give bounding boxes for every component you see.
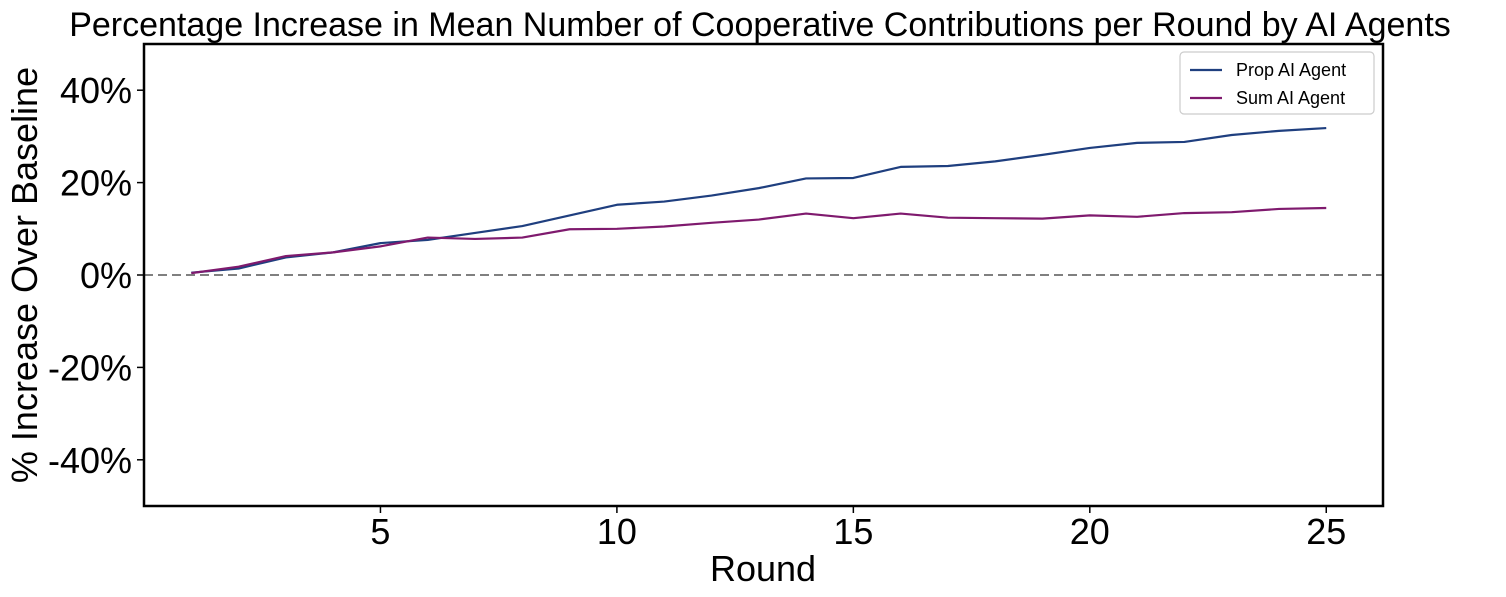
legend-label-2: Sum AI Agent [1236,88,1345,108]
x-tick-label: 25 [1306,511,1346,552]
y-axis-label: % Increase Over Baseline [4,67,45,483]
x-tick-label: 5 [370,511,390,552]
x-tick-label: 20 [1070,511,1110,552]
series-line-1 [191,126,1327,274]
x-tick-label: 10 [597,511,637,552]
chart-title: Percentage Increase in Mean Number of Co… [69,6,1451,44]
x-axis-label: Round [710,548,816,589]
plot-area: 5 10 15 20 25 -40% -20% 0% 20% 40% Prop AI Agent Su… [48,42,1385,552]
x-tick-label: 15 [833,511,873,552]
y-tick-label: 40% [60,70,132,111]
series-line-2 [191,206,1327,275]
y-tick-label: 0% [80,255,132,296]
legend-box [1179,51,1375,115]
legend-label-1: Prop AI Agent [1236,60,1346,80]
y-tick-label: 20% [60,163,132,204]
y-tick-label: -20% [48,347,132,388]
y-tick-label: -40% [48,440,132,481]
